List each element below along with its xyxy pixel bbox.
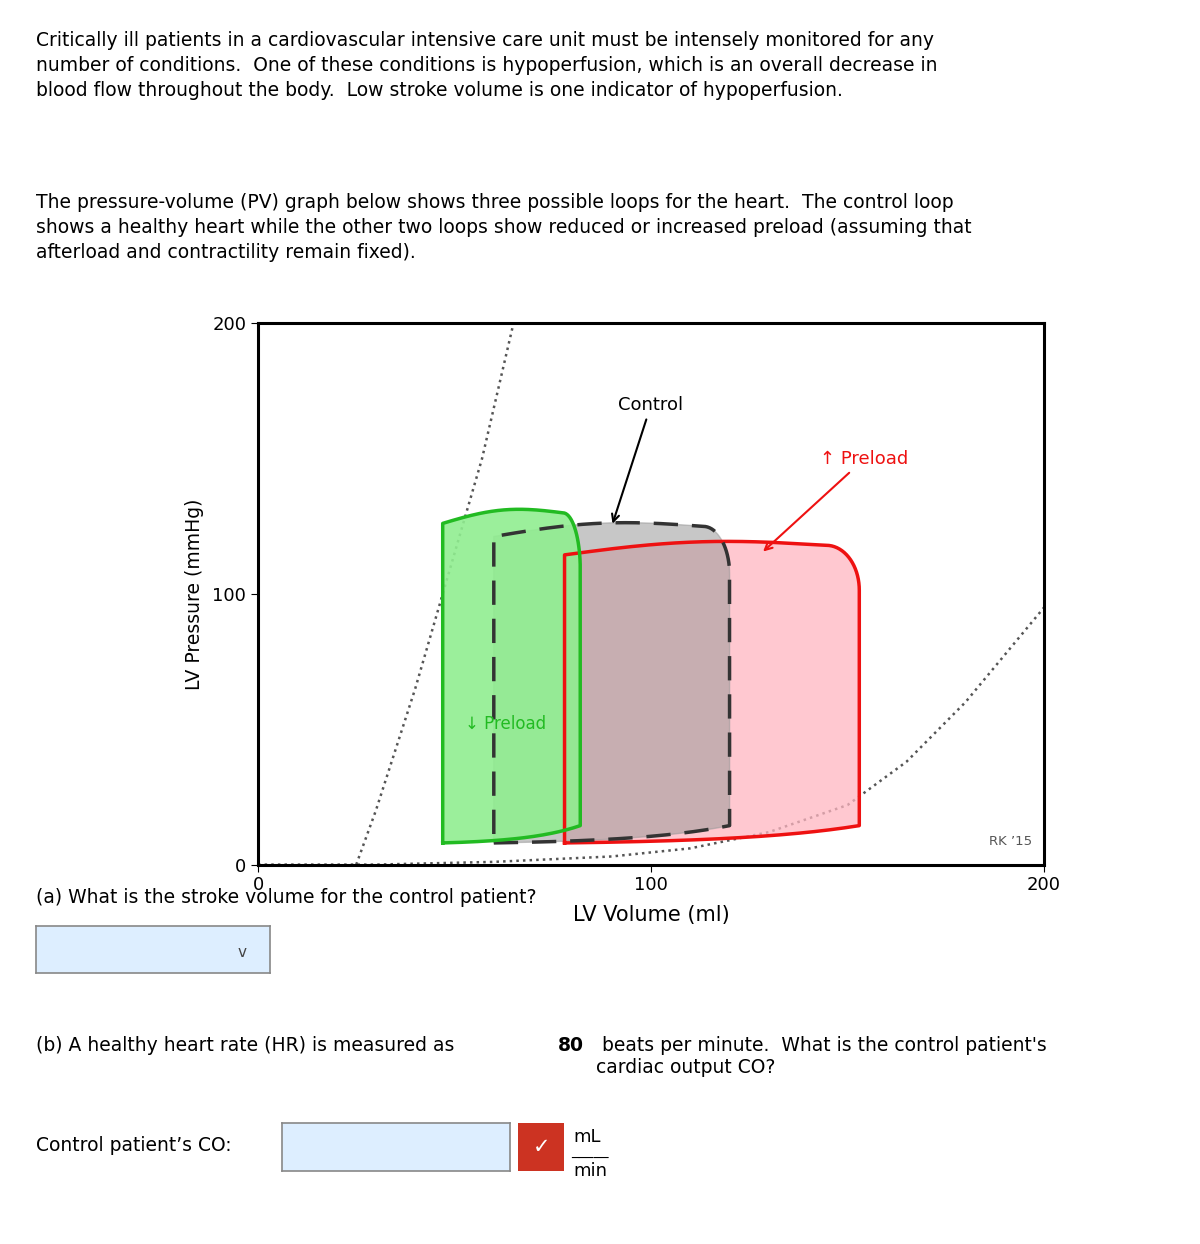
Polygon shape: [443, 509, 581, 843]
Text: RK ’15: RK ’15: [989, 835, 1032, 848]
Text: ✓: ✓: [533, 1137, 550, 1157]
Text: ─────: ─────: [571, 1152, 608, 1164]
Polygon shape: [564, 541, 859, 843]
Polygon shape: [494, 522, 730, 843]
Text: min: min: [574, 1162, 607, 1179]
Text: (a) What is the stroke volume for the control patient?: (a) What is the stroke volume for the co…: [36, 888, 536, 907]
Text: Control patient’s CO:: Control patient’s CO:: [36, 1136, 232, 1154]
Text: The pressure-volume (PV) graph below shows three possible loops for the heart.  : The pressure-volume (PV) graph below sho…: [36, 193, 972, 261]
Text: v: v: [238, 945, 246, 960]
Y-axis label: LV Pressure (mmHg): LV Pressure (mmHg): [185, 499, 204, 689]
Text: ↑ Preload: ↑ Preload: [764, 450, 908, 550]
Text: ↓ Preload: ↓ Preload: [466, 715, 546, 733]
Text: Control: Control: [612, 396, 684, 521]
Text: (b) A healthy heart rate (HR) is measured as: (b) A healthy heart rate (HR) is measure…: [36, 1036, 461, 1055]
Text: 80: 80: [558, 1036, 584, 1055]
Text: beats per minute.  What is the control patient's
cardiac output CO?: beats per minute. What is the control pa…: [596, 1036, 1048, 1077]
X-axis label: LV Volume (ml): LV Volume (ml): [572, 906, 730, 926]
Text: Critically ill patients in a cardiovascular intensive care unit must be intensel: Critically ill patients in a cardiovascu…: [36, 31, 937, 100]
Text: mL: mL: [574, 1128, 601, 1146]
